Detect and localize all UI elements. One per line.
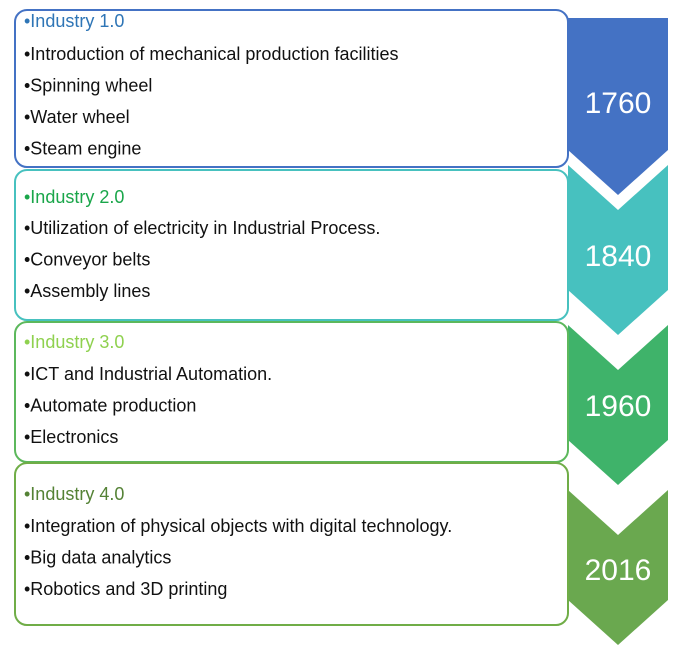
stage-item: •Introduction of mechanical production f… xyxy=(24,44,399,64)
stage-year: 1760 xyxy=(585,87,652,120)
stage-title: •Industry 4.0 xyxy=(24,484,124,504)
stage-title: •Industry 2.0 xyxy=(24,187,124,207)
stage-year: 1840 xyxy=(585,240,652,273)
stage-item: •Conveyor belts xyxy=(24,249,150,269)
stage-item: •ICT and Industrial Automation. xyxy=(24,364,272,384)
stage-item: •Integration of physical objects with di… xyxy=(24,516,452,536)
chevron xyxy=(568,165,668,335)
stage-box xyxy=(14,9,569,168)
stage-box xyxy=(14,462,569,626)
stage-item: •Steam engine xyxy=(24,138,141,158)
stage-item: •Robotics and 3D printing xyxy=(24,579,227,599)
stage-year: 1960 xyxy=(585,390,652,423)
stage-item: •Big data analytics xyxy=(24,547,171,567)
stage-year: 2016 xyxy=(585,554,652,587)
stage-item: •Assembly lines xyxy=(24,281,150,301)
stage-item: •Spinning wheel xyxy=(24,75,152,95)
stage-item: •Electronics xyxy=(24,427,118,447)
stage-title: •Industry 1.0 xyxy=(24,11,124,31)
chevron xyxy=(568,18,668,195)
chevron xyxy=(568,490,668,645)
stage-title: •Industry 3.0 xyxy=(24,332,124,352)
stage-item: •Water wheel xyxy=(24,107,130,127)
stage-item: •Automate production xyxy=(24,395,196,415)
stage-box xyxy=(14,169,569,321)
stage-item: •Utilization of electricity in Industria… xyxy=(24,218,380,238)
chevron xyxy=(568,325,668,485)
